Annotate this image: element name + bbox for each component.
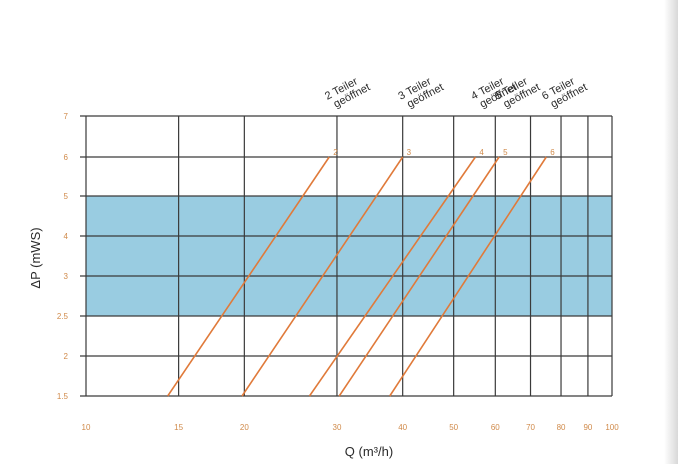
series-end-label: 6	[550, 148, 555, 157]
x-tick-label: 40	[398, 423, 407, 432]
x-tick-label: 15	[174, 423, 183, 432]
x-tick-label: 10	[82, 423, 91, 432]
series-line	[167, 156, 330, 397]
x-tick-label: 60	[491, 423, 500, 432]
series-line	[308, 156, 477, 397]
y-tick-label: 2.5	[57, 312, 69, 321]
y-tick-label: 4	[64, 232, 69, 241]
series-end-label: 3	[407, 148, 412, 157]
page-edge-shadow	[664, 0, 678, 464]
x-axis-label: Q (m³/h)	[345, 444, 393, 459]
x-tick-label: 30	[333, 423, 342, 432]
x-tick-label: 50	[449, 423, 458, 432]
series-end-label: 2	[333, 148, 338, 157]
x-tick-label: 100	[605, 423, 619, 432]
y-tick-label: 2	[64, 352, 69, 361]
operating-band	[86, 196, 612, 316]
y-tick-label: 1.5	[57, 392, 69, 401]
series-end-label: 4	[479, 148, 484, 157]
x-tick-label: 90	[583, 423, 592, 432]
series-line	[241, 156, 404, 397]
y-tick-label: 5	[64, 192, 69, 201]
y-axis-label: ΔP (mWS)	[28, 227, 43, 288]
y-tick-label: 3	[64, 272, 69, 281]
x-tick-label: 80	[557, 423, 566, 432]
series-line	[338, 156, 500, 397]
x-tick-label: 70	[526, 423, 535, 432]
series-line	[389, 156, 547, 397]
series-end-label: 5	[503, 148, 508, 157]
x-tick-label: 20	[240, 423, 249, 432]
y-tick-label: 6	[64, 153, 69, 162]
y-tick-label: 7	[64, 112, 69, 121]
